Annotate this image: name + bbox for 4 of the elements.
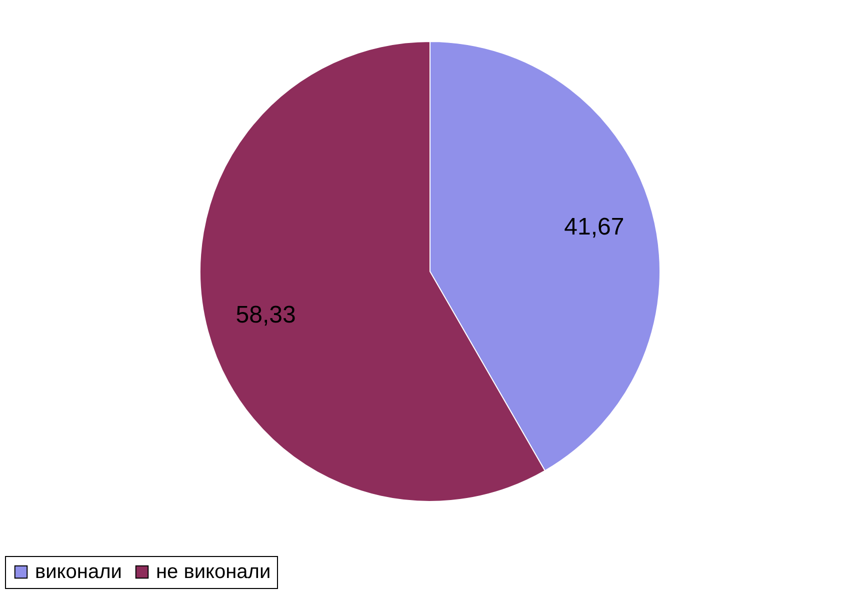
data-label: 41,67 xyxy=(564,214,624,241)
legend-label: виконали xyxy=(35,561,122,583)
legend-label: не виконали xyxy=(156,561,271,583)
data-label: 58,33 xyxy=(236,301,296,328)
